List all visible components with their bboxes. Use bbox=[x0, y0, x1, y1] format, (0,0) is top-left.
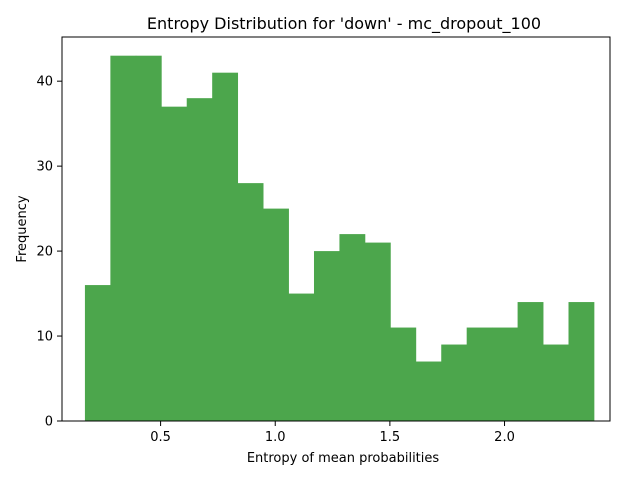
histogram-bar bbox=[110, 55, 137, 421]
histogram-bar bbox=[492, 327, 518, 421]
histogram-bar bbox=[390, 327, 417, 421]
y-axis-label: Frequency bbox=[15, 195, 30, 262]
x-tick-label: 0.5 bbox=[150, 430, 171, 445]
histogram-bar bbox=[313, 251, 340, 421]
x-axis-label: Entropy of mean probabilities bbox=[247, 451, 440, 466]
histogram-bar bbox=[161, 106, 188, 421]
histogram-bar bbox=[84, 285, 111, 421]
chart-title: Entropy Distribution for 'down' - mc_dro… bbox=[147, 14, 541, 34]
histogram-bar bbox=[441, 344, 468, 421]
x-tick-label: 1.5 bbox=[380, 430, 401, 445]
histogram-bar bbox=[288, 293, 315, 421]
histogram-bar bbox=[364, 242, 391, 421]
histogram-bars bbox=[84, 55, 595, 422]
y-axis-ticks: 0 10 20 30 40 bbox=[36, 75, 62, 430]
histogram-bar bbox=[237, 183, 264, 421]
x-axis-ticks: 0.5 1.0 1.5 2.0 bbox=[150, 421, 515, 445]
y-tick-label: 10 bbox=[36, 330, 53, 345]
y-tick-label: 20 bbox=[36, 245, 53, 260]
plot-frame bbox=[61, 36, 611, 422]
histogram-bar bbox=[466, 327, 493, 421]
histogram-bar bbox=[339, 234, 366, 421]
y-tick-label: 0 bbox=[45, 415, 53, 430]
x-tick-label: 1.0 bbox=[265, 430, 286, 445]
y-tick-label: 40 bbox=[36, 75, 53, 90]
histogram-bar bbox=[186, 98, 213, 422]
histogram-bar bbox=[517, 302, 544, 421]
histogram-bar bbox=[415, 361, 442, 421]
x-tick-label: 2.0 bbox=[494, 430, 515, 445]
histogram-bar bbox=[212, 72, 239, 422]
histogram-bar bbox=[568, 302, 595, 421]
histogram-bar bbox=[543, 344, 569, 421]
histogram-bar bbox=[135, 55, 162, 421]
histogram-bar bbox=[263, 208, 289, 421]
y-tick-label: 30 bbox=[36, 160, 53, 175]
